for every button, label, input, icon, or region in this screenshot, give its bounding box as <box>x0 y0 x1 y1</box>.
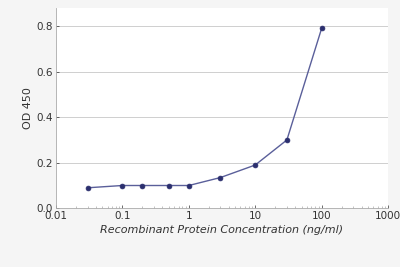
Y-axis label: OD 450: OD 450 <box>22 87 32 129</box>
X-axis label: Recombinant Protein Concentration (ng/ml): Recombinant Protein Concentration (ng/ml… <box>100 225 344 235</box>
